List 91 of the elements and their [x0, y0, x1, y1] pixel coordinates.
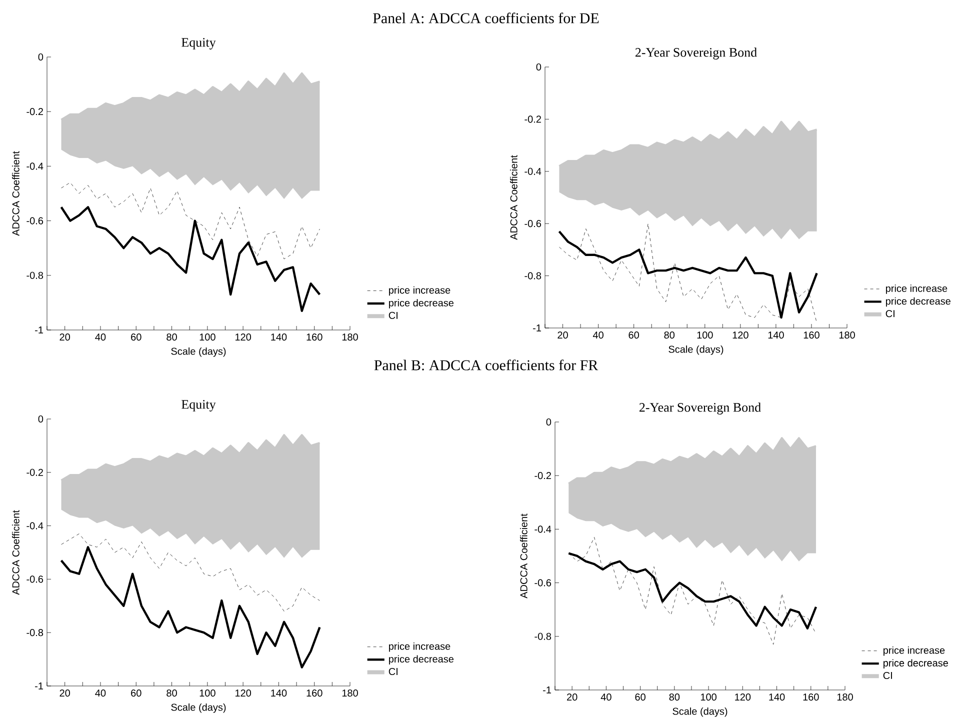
x-tick-label: 160 — [804, 332, 820, 339]
legend-label: price decrease — [389, 655, 454, 665]
y-tick-label: -0.8 — [524, 272, 542, 280]
y-tick-label: -0.2 — [26, 108, 43, 116]
x-tick-label: 180 — [342, 334, 358, 341]
text: Panel A: ADCCA coefficients for DE — [373, 12, 599, 24]
x-tick-label: 160 — [306, 334, 322, 341]
x-tick-label: 20 — [567, 694, 578, 701]
legend-label: price increase — [884, 646, 945, 656]
legend-label: CI — [886, 310, 894, 318]
y-tick-label: 0 — [536, 63, 542, 71]
x-tick-label: 160 — [306, 690, 322, 697]
y-tick-label: -0.6 — [26, 576, 44, 583]
y-tick-label: -0.4 — [26, 522, 44, 530]
legend-label: price increase — [389, 286, 450, 296]
y-tick-label: 0 — [546, 418, 552, 426]
y-tick-label: -0.6 — [524, 220, 542, 228]
x-tick-label: 180 — [342, 690, 358, 697]
x-tick-label: 180 — [837, 694, 853, 701]
x-tick-label: 60 — [131, 690, 142, 697]
y-axis-title: ADCCA Coefficient — [12, 151, 20, 236]
line-series — [60, 206, 321, 312]
y-tick-label: -0.4 — [26, 162, 44, 170]
x-tick-label: 120 — [735, 694, 751, 701]
legend-label: CI — [388, 668, 398, 676]
chart-title: Equity — [182, 38, 216, 50]
x-tick-label: 20 — [60, 334, 70, 341]
x-tick-label: 100 — [200, 690, 216, 697]
x-axis-title: Scale (days) — [672, 707, 728, 717]
y-tick-label: -1 — [35, 326, 43, 334]
legend-label: price decrease — [886, 297, 950, 307]
x-tick-label: 140 — [769, 694, 785, 701]
x-tick-label: 20 — [60, 690, 70, 697]
x-tick-label: 100 — [200, 334, 216, 341]
line-series — [61, 534, 320, 612]
x-tick-label: 20 — [558, 332, 568, 339]
x-tick-label: 80 — [669, 694, 680, 701]
x-tick-label: 80 — [166, 690, 177, 697]
legend-label: CI — [883, 672, 892, 680]
x-tick-label: 120 — [732, 332, 748, 339]
y-tick-label: -0.4 — [534, 526, 552, 533]
x-tick-label: 100 — [700, 694, 716, 701]
chart-title: 2-Year Sovereign Bond — [635, 48, 757, 60]
y-tick-label: -1 — [35, 682, 43, 690]
x-tick-label: 60 — [635, 694, 646, 701]
y-axis-title: ADCCA Coefficient — [510, 155, 518, 240]
x-axis-title: Scale (days) — [171, 703, 226, 713]
x-tick-label: 40 — [95, 690, 106, 697]
chart-title: 2-Year Sovereign Bond — [639, 402, 761, 414]
y-tick-label: -0.8 — [26, 629, 44, 636]
y-axis-title: ADCCA Coefficient — [12, 510, 20, 595]
x-tick-label: 120 — [235, 690, 252, 697]
line-series — [61, 182, 320, 260]
x-axis-title: Scale (days) — [668, 345, 724, 355]
y-tick-label: 0 — [38, 415, 44, 423]
y-tick-label: -0.2 — [534, 472, 551, 480]
legend-label: price decrease — [389, 299, 454, 308]
y-tick-label: 0 — [38, 53, 44, 61]
x-tick-label: 120 — [235, 334, 252, 341]
y-tick-label: -0.4 — [524, 168, 542, 175]
x-tick-label: 60 — [628, 332, 639, 339]
legend-label: price increase — [389, 642, 450, 652]
x-tick-label: 40 — [600, 694, 612, 701]
text: Panel B: ADCCA coefficients for FR — [374, 360, 598, 370]
x-tick-label: 180 — [839, 332, 855, 339]
legend-label: price increase — [886, 284, 948, 294]
legend-label: price decrease — [884, 659, 948, 669]
y-tick-label: -0.8 — [26, 272, 44, 279]
y-tick-label: -1 — [533, 324, 541, 332]
line-series — [568, 552, 818, 630]
y-tick-label: -0.6 — [534, 579, 552, 586]
x-tick-label: 40 — [95, 334, 106, 341]
x-tick-label: 140 — [768, 332, 784, 339]
x-tick-label: 40 — [592, 332, 604, 339]
y-tick-label: -0.6 — [26, 217, 44, 224]
y-tick-label: -0.8 — [534, 632, 552, 640]
x-tick-label: 100 — [697, 332, 713, 339]
chart-title: Equity — [182, 400, 216, 412]
legend-label: CI — [388, 312, 398, 319]
x-axis-title: Scale (days) — [171, 347, 226, 357]
x-tick-label: 140 — [271, 334, 287, 341]
x-tick-label: 60 — [131, 334, 142, 341]
x-tick-label: 140 — [271, 690, 287, 697]
y-tick-label: -1 — [543, 686, 551, 694]
y-tick-label: -0.2 — [26, 468, 43, 476]
y-tick-label: -0.2 — [524, 116, 541, 123]
x-tick-label: 160 — [803, 694, 819, 701]
line-series — [568, 536, 816, 645]
x-tick-label: 80 — [664, 332, 675, 339]
y-axis-title: ADCCA Coefficient — [520, 514, 528, 598]
x-tick-label: 80 — [166, 334, 177, 341]
